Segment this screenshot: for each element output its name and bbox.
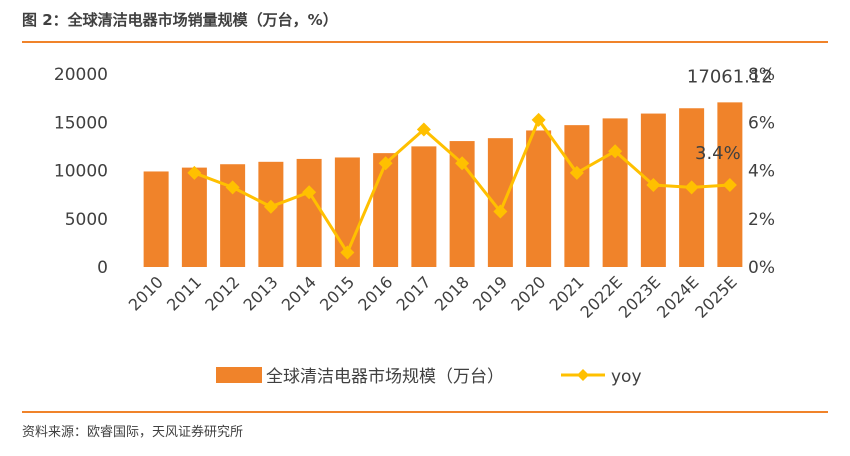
yoy-point [416, 122, 431, 137]
bar [220, 164, 246, 267]
y-right-tick-label: 8% [748, 65, 775, 85]
y-right-tick-label: 2% [748, 210, 775, 230]
x-tick-label: 2025E [691, 272, 740, 321]
y-axis-left: 0 5000 10000 15000 20000 [54, 65, 108, 278]
y-left-tick-label: 0 [97, 258, 108, 278]
x-tick-label: 2018 [431, 272, 473, 314]
y-right-tick-label: 4% [748, 162, 775, 182]
bar [296, 158, 322, 267]
bar [564, 125, 590, 268]
x-tick-label: 2023E [615, 272, 664, 321]
bar [373, 153, 399, 267]
data-label: 17061.12 [687, 66, 773, 87]
yoy-point [646, 177, 661, 192]
source-divider [22, 411, 828, 413]
yoy-point [263, 199, 278, 214]
yoy-point [684, 180, 699, 195]
x-tick-label: 2019 [469, 272, 511, 314]
x-tick-label: 2015 [316, 272, 358, 314]
bar [411, 146, 437, 267]
yoy-point [608, 144, 623, 159]
legend-line-label: yoy [611, 367, 642, 387]
bar [258, 161, 284, 267]
yoy-point [455, 156, 470, 171]
annotations: 17061.12 3.4% [687, 66, 773, 164]
y-right-tick-label: 6% [748, 113, 775, 133]
y-left-tick-label: 20000 [54, 65, 108, 85]
figure-title: 图 2：全球清洁电器市场销量规模（万台，%） [22, 11, 338, 29]
x-tick-label: 2013 [239, 272, 281, 314]
y-axis-right: 0% 2% 4% 6% 8% [748, 65, 775, 278]
legend-bar-swatch [216, 367, 262, 383]
legend: 全球清洁电器市场规模（万台） yoy [216, 367, 642, 387]
bar [181, 167, 207, 267]
x-tick-label: 2010 [125, 272, 167, 314]
yoy-point [493, 204, 508, 219]
yoy-point [187, 165, 202, 180]
yoy-point [722, 177, 737, 192]
yoy-markers [187, 112, 737, 260]
y-left-tick-label: 10000 [54, 162, 108, 182]
x-tick-label: 2017 [392, 272, 434, 314]
x-tick-label: 2012 [201, 272, 243, 314]
title-divider [22, 41, 828, 43]
yoy-point [225, 180, 240, 195]
bar [602, 118, 628, 267]
bar [143, 171, 169, 267]
yoy-point [340, 245, 355, 260]
x-tick-label: 2022E [577, 272, 626, 321]
yoy-point [378, 156, 393, 171]
source-note: 资料来源：欧睿国际，天风证券研究所 [22, 425, 244, 440]
data-label: 3.4% [695, 143, 741, 164]
x-axis: 2010201120122013201420152016201720182019… [125, 272, 741, 321]
x-tick-label: 2020 [507, 272, 549, 314]
legend-line-marker [577, 369, 589, 381]
x-tick-label: 2016 [354, 272, 396, 314]
y-left-tick-label: 15000 [54, 113, 108, 133]
yoy-point [531, 112, 546, 127]
y-right-tick-label: 0% [748, 258, 775, 278]
x-tick-label: 2024E [653, 272, 702, 321]
x-tick-label: 2014 [278, 272, 320, 314]
chart: 0 5000 10000 15000 20000 0% 2% 4% 6% 8% 20102011… [54, 65, 775, 387]
x-tick-label: 2011 [163, 272, 205, 314]
legend-bar-label: 全球清洁电器市场规模（万台） [266, 367, 504, 387]
bar [526, 130, 552, 267]
yoy-point [569, 165, 584, 180]
y-left-tick-label: 5000 [65, 210, 108, 230]
yoy-point [302, 185, 317, 200]
bar-series [143, 102, 743, 268]
